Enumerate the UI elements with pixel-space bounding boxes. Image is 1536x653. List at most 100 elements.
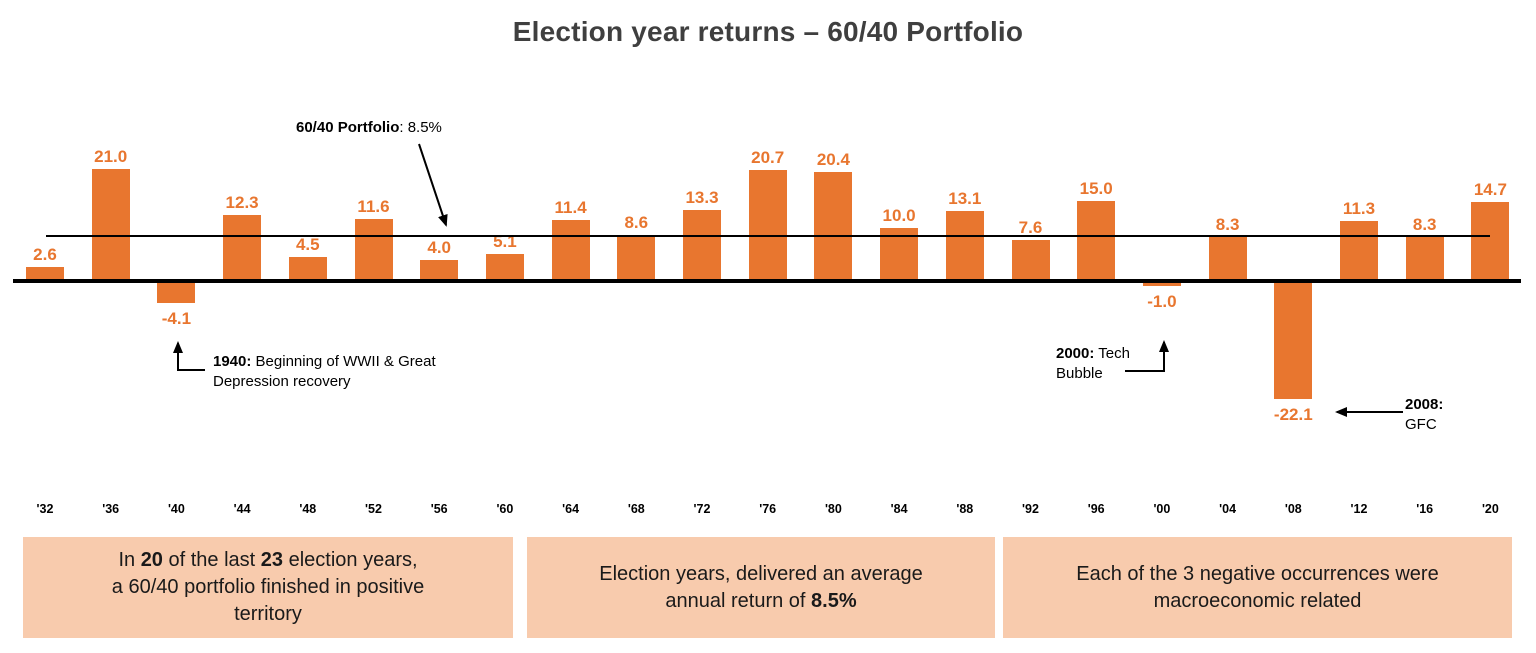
x-axis-label: '08 [1284,502,1302,516]
bar-04 [1208,236,1247,281]
bar-value-label: 11.6 [357,196,390,216]
bar-value-label: 8.6 [624,212,649,232]
bar-72 [683,209,721,281]
x-axis-label: '88 [956,502,974,516]
x-axis-label: '12 [1350,502,1368,516]
bar-value-label: -1.0 [1147,292,1177,312]
bar-00 [1142,281,1181,287]
x-axis-label: '36 [102,502,120,516]
bar-value-label: 21.0 [94,146,128,166]
bar-value-label: 11.4 [554,198,587,217]
bar-value-label: 12.3 [225,193,259,213]
annotation-2000: 2000: Tech Bubble [1056,344,1151,384]
x-axis-label: '04 [1219,502,1237,516]
annotation-1940-bold: 1940: [213,353,252,370]
bar-value-label: 20.4 [816,149,850,169]
bar-12 [1340,220,1378,281]
bar-value-label: 15.0 [1079,178,1113,198]
annotation-2008-bold: 2008: [1405,396,1444,413]
bar-92 [1011,240,1050,281]
bar-value-label: 7.6 [1018,218,1043,238]
annotation-average-return: 60/40 Portfolio: 8.5% [296,119,442,137]
x-axis-label: '76 [759,502,777,516]
takeaway-text: Each of the 3 negative occurrences were … [1076,561,1438,615]
bar-32 [26,267,64,281]
bar-value-label: 10.0 [882,205,916,225]
x-axis-label: '32 [36,502,54,516]
takeaway-text: Election years, delivered an average ann… [599,561,923,615]
x-axis-label: '68 [627,502,645,516]
bar-chart: 60/40 Portfolio: 8.5% 1940: Beginning of… [13,119,1521,516]
annotation-1940-rest: Beginning of WWII & Great Depression rec… [213,353,436,390]
bar-value-label: 4.5 [295,234,320,254]
annotation-2000-rest: Tech Bubble [1056,345,1130,382]
annotation-2008: 2008: GFC [1405,395,1475,435]
bar-20 [1471,202,1510,281]
x-axis-label: '56 [430,502,448,516]
text-segment: election years, a 60/40 portfolio finish… [111,549,425,625]
annotation-average-rest: : 8.5% [399,119,442,136]
bar-52 [354,218,393,281]
annotation-average-bold: 60/40 Portfolio [296,119,400,136]
bar-value-label: 13.1 [948,188,982,208]
bar-40 [157,281,196,303]
bar-68 [617,234,656,281]
x-axis-label: '40 [167,502,185,516]
bar-96 [1077,200,1116,281]
average-line-arrow [418,143,448,227]
arrow-1940 [173,341,205,371]
x-axis-label: '16 [1416,502,1434,516]
bar-value-label: 2.6 [33,245,57,265]
x-axis-label: '52 [365,502,382,516]
bar-value-label: 11.3 [1342,198,1376,218]
bar-36 [91,168,130,281]
x-axis-label: '92 [1022,502,1039,516]
bar-value-label: -22.1 [1273,405,1313,425]
annotation-1940: 1940: Beginning of WWII & Great Depressi… [213,352,463,392]
x-axis-label: '96 [1087,502,1105,516]
text-segment: 8.5% [811,589,857,612]
bar-80 [814,171,853,281]
takeaway-box-average-return: Election years, delivered an average ann… [527,537,995,638]
bar-value-label: 14.7 [1473,180,1507,200]
bar-60 [485,253,524,281]
bar-value-label: 8.3 [1412,214,1437,234]
x-axis-label: '20 [1481,502,1499,516]
x-axis-label: '84 [890,502,908,516]
x-axis-baseline [13,279,1521,283]
bar-56 [420,259,459,281]
x-axis-label: '00 [1153,502,1171,516]
bar-44 [223,215,262,281]
takeaway-text: In 20 of the last 23 election years, a 6… [112,547,424,628]
text-segment: 23 [260,549,284,571]
annotation-2000-bold: 2000: [1056,345,1095,362]
bar-64 [551,220,590,281]
bar-value-label: 8.3 [1215,214,1240,234]
takeaway-box-positive-years: In 20 of the last 23 election years, a 6… [23,537,513,638]
x-axis-label: '44 [233,502,251,516]
text-segment: 20 [140,549,163,571]
bar-48 [288,256,327,281]
bar-value-label: 13.3 [685,187,719,207]
bar-value-label: 20.7 [751,148,785,168]
bar-16 [1405,236,1444,281]
x-axis-label: '60 [496,502,514,516]
bar-value-label: -4.1 [161,308,192,328]
x-axis-label: '64 [562,502,580,516]
bar-08 [1274,281,1313,400]
text-segment: of the last [162,549,261,571]
bar-76 [748,170,787,281]
text-segment: Each of the 3 negative occurrences were … [1076,562,1439,612]
bar-value-label: 4.0 [427,237,451,257]
x-axis-label: '48 [299,502,317,516]
annotation-2008-rest: GFC [1405,416,1437,433]
bar-88 [945,210,984,281]
text-segment: In [118,549,141,571]
x-axis-label: '72 [693,502,711,516]
average-return-line [46,235,1490,237]
x-axis-label: '80 [824,502,842,516]
text-segment: Election years, delivered an average ann… [599,562,923,612]
chart-title: Election year returns – 60/40 Portfolio [512,16,1024,47]
takeaway-box-negative-occurrences: Each of the 3 negative occurrences were … [1003,537,1512,638]
